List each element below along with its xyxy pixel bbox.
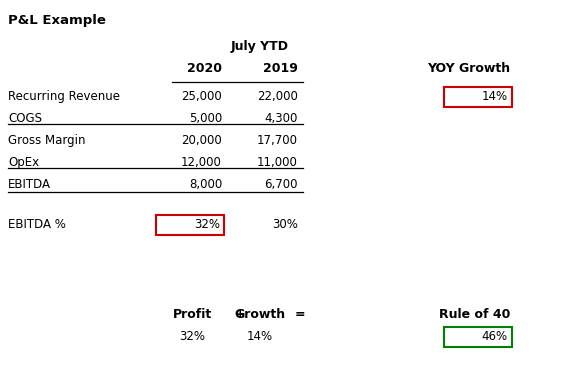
- Bar: [444, 87, 512, 107]
- Text: 11,000: 11,000: [257, 156, 298, 169]
- Text: 4,300: 4,300: [265, 112, 298, 125]
- Text: P&L Example: P&L Example: [8, 14, 106, 27]
- Text: 17,700: 17,700: [257, 134, 298, 147]
- Text: 30%: 30%: [272, 218, 298, 231]
- Text: 22,000: 22,000: [257, 90, 298, 103]
- Text: 6,700: 6,700: [264, 178, 298, 191]
- Text: EBITDA: EBITDA: [8, 178, 51, 191]
- Text: 25,000: 25,000: [181, 90, 222, 103]
- Text: 20,000: 20,000: [181, 134, 222, 147]
- Text: Profit: Profit: [172, 308, 212, 321]
- Text: Recurring Revenue: Recurring Revenue: [8, 90, 120, 103]
- Text: 32%: 32%: [179, 330, 205, 343]
- Text: 14%: 14%: [247, 330, 273, 343]
- Text: 5,000: 5,000: [189, 112, 222, 125]
- Bar: [156, 215, 224, 235]
- Text: 2020: 2020: [187, 62, 222, 75]
- Text: July YTD: July YTD: [231, 40, 289, 53]
- Text: YOY Growth: YOY Growth: [427, 62, 510, 75]
- Text: 2019: 2019: [263, 62, 298, 75]
- Text: 12,000: 12,000: [181, 156, 222, 169]
- Text: +: +: [234, 308, 246, 321]
- Text: 46%: 46%: [482, 330, 508, 344]
- Bar: [444, 327, 512, 347]
- Text: 8,000: 8,000: [189, 178, 222, 191]
- Text: EBITDA %: EBITDA %: [8, 218, 66, 231]
- Text: 32%: 32%: [194, 218, 220, 232]
- Text: =: =: [295, 308, 305, 321]
- Text: Rule of 40: Rule of 40: [439, 308, 510, 321]
- Text: 14%: 14%: [482, 91, 508, 104]
- Text: Gross Margin: Gross Margin: [8, 134, 86, 147]
- Text: COGS: COGS: [8, 112, 42, 125]
- Text: OpEx: OpEx: [8, 156, 39, 169]
- Text: Growth: Growth: [234, 308, 285, 321]
